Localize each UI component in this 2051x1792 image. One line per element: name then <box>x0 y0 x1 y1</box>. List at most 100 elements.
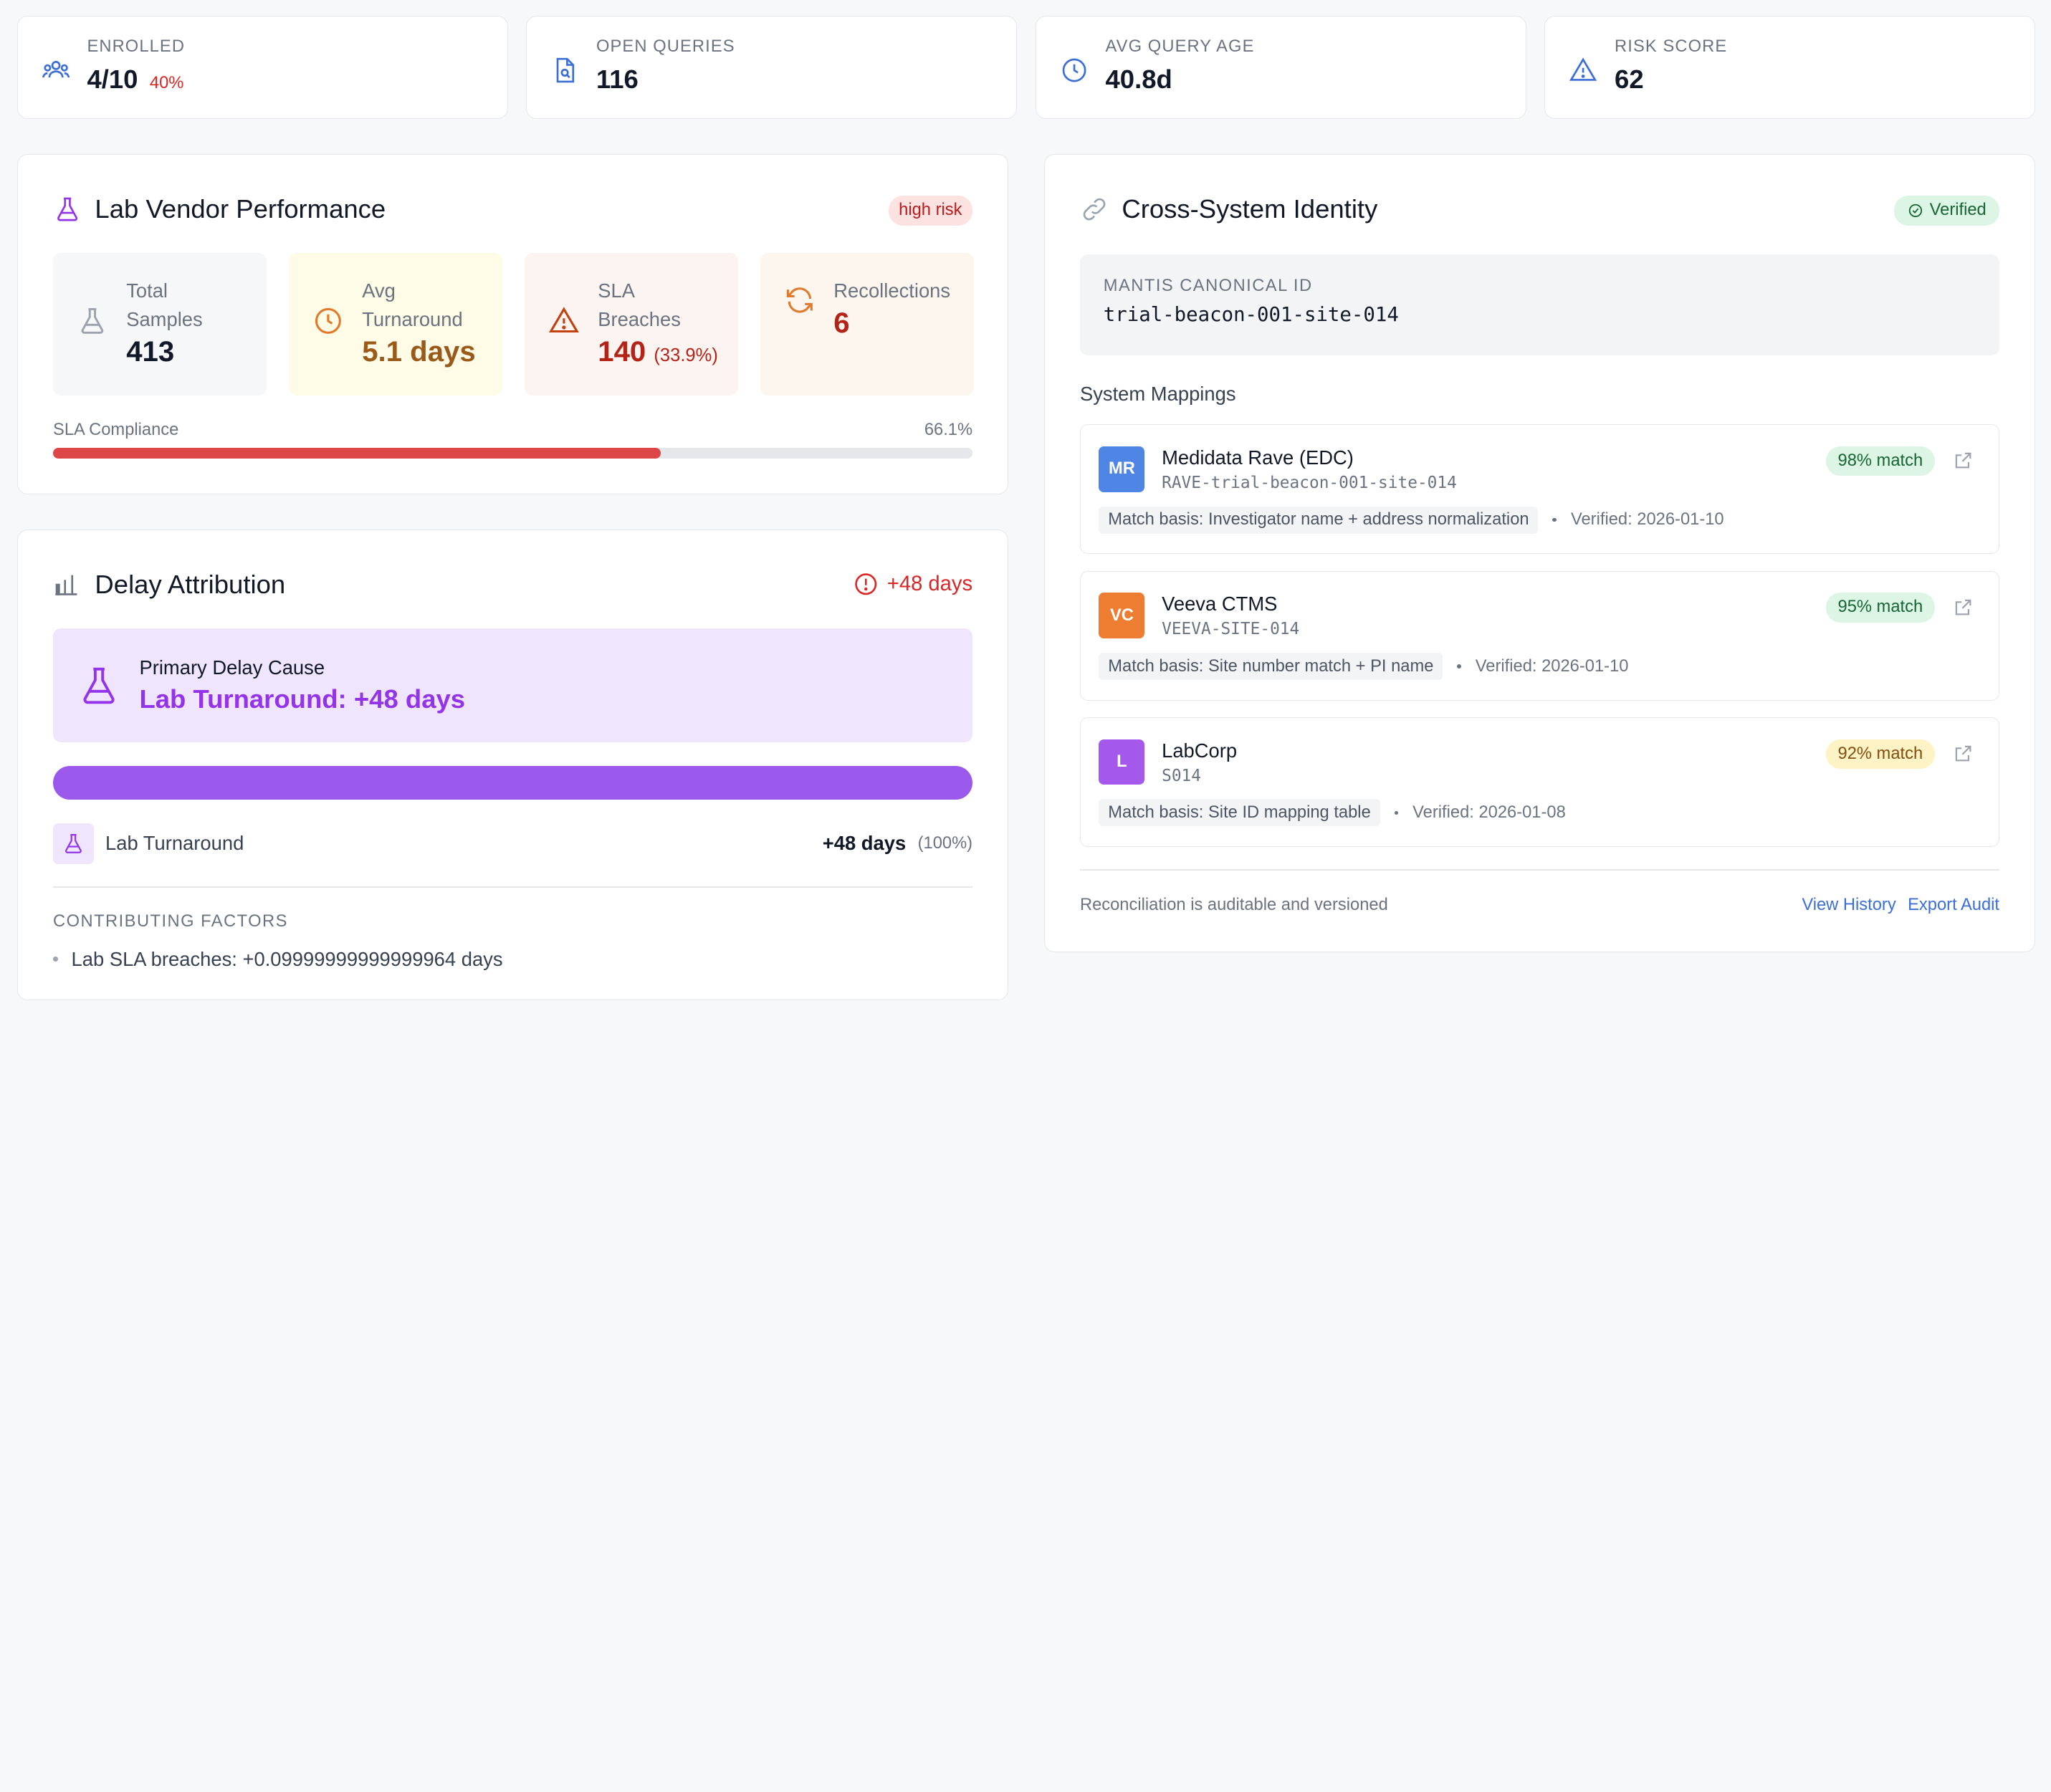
metric-avg-turnaround: Avg Turnaround 5.1 days <box>289 253 503 396</box>
metric-value: 140 <box>598 335 646 368</box>
external-link-icon[interactable] <box>1953 597 1974 618</box>
system-name: LabCorp <box>1162 739 1238 762</box>
stat-card-enrolled: ENROLLED 4/10 40% <box>16 15 508 120</box>
sla-progress-bar <box>53 448 973 459</box>
divider <box>53 886 973 888</box>
refresh-icon <box>786 287 813 313</box>
verified-date: Verified: 2026-01-10 <box>1570 510 1724 530</box>
alert-circle-icon <box>855 573 877 595</box>
stat-card-open-queries: OPEN QUERIES 116 <box>526 15 1018 120</box>
attribution-value: +48 days <box>822 832 907 855</box>
mapping-card-veeva: VC Veeva CTMS VEEVA-SITE-014 95% match M… <box>1079 570 2000 701</box>
system-name: Veeva CTMS <box>1162 593 1278 615</box>
system-avatar: MR <box>1099 446 1145 492</box>
canonical-id-value: trial-beacon-001-site-014 <box>1103 304 1399 327</box>
attribution-percent: (100%) <box>917 833 973 853</box>
match-badge: 98% match <box>1826 446 1935 476</box>
stat-label: ENROLLED <box>87 37 186 57</box>
footer-note: Reconciliation is auditable and versione… <box>1079 895 1388 914</box>
clock-icon <box>315 308 341 335</box>
metric-recollections: Recollections 6 <box>760 253 975 396</box>
stat-label: OPEN QUERIES <box>596 37 735 57</box>
view-history-link[interactable]: View History <box>1802 895 1896 914</box>
match-basis: Match basis: Investigator name + address… <box>1099 506 1539 534</box>
system-name: Medidata Rave (EDC) <box>1162 446 1354 469</box>
stat-card-avg-query-age: AVG QUERY AGE 40.8d <box>1035 15 1526 120</box>
sla-value: 66.1% <box>924 420 973 439</box>
verified-label: Verified <box>1929 201 1987 220</box>
mapping-card-medidata: MR Medidata Rave (EDC) RAVE-trial-beacon… <box>1079 424 2000 555</box>
primary-delay-cause: Primary Delay Cause Lab Turnaround: +48 … <box>53 628 973 742</box>
external-link-icon[interactable] <box>1953 743 1974 764</box>
system-avatar: L <box>1099 739 1145 785</box>
match-badge: 92% match <box>1826 739 1935 770</box>
contributing-factor-text: Lab SLA breaches: +0.09999999999999964 d… <box>71 947 503 970</box>
link-icon <box>1083 198 1106 221</box>
separator-dot <box>1552 517 1557 522</box>
stat-card-risk-score: RISK SCORE 62 <box>1544 15 2036 120</box>
canonical-id-label: MANTIS CANONICAL ID <box>1103 277 1313 296</box>
delay-share-bar <box>53 765 973 800</box>
separator-dot <box>1394 810 1399 815</box>
warning-icon <box>548 307 579 333</box>
match-basis: Match basis: Site ID mapping table <box>1099 799 1380 827</box>
metric-label: Total Samples <box>126 279 203 331</box>
file-search-icon <box>550 56 579 85</box>
flask-icon <box>57 197 78 221</box>
system-id: RAVE-trial-beacon-001-site-014 <box>1162 473 1457 492</box>
delay-attribution-row: Lab Turnaround +48 days (100%) <box>53 823 972 864</box>
metric-value: 6 <box>833 307 850 340</box>
warning-icon <box>1569 56 1597 85</box>
clock-icon <box>1060 56 1089 85</box>
panel-header: Lab Vendor Performance <box>53 194 386 224</box>
system-id: S014 <box>1162 766 1202 785</box>
divider <box>1079 869 2000 871</box>
match-basis: Match basis: Site number match + PI name <box>1099 653 1443 680</box>
stat-cards: ENROLLED 4/10 40% OPEN QUERIES 116 AVG QU… <box>16 15 2036 120</box>
match-badge: 95% match <box>1826 593 1935 623</box>
bar-chart-icon <box>55 575 77 595</box>
contributing-factors-heading: CONTRIBUTING FACTORS <box>53 912 288 931</box>
metric-value: 413 <box>126 335 175 368</box>
stat-subvalue: 40% <box>149 74 184 93</box>
panel-title: Delay Attribution <box>95 570 286 600</box>
system-mappings-heading: System Mappings <box>1079 383 1236 405</box>
verified-badge: Verified <box>1894 195 2000 226</box>
metric-sla-breaches: SLA Breaches 140 (33.9%) <box>525 253 739 396</box>
metric-label: SLA Breaches <box>598 279 681 331</box>
panel-title: Cross-System Identity <box>1122 194 1378 224</box>
system-id: VEEVA-SITE-014 <box>1162 620 1300 639</box>
delay-attribution-panel: Delay Attribution +48 days Primary Delay… <box>16 530 1009 1001</box>
bullet <box>53 956 59 962</box>
sla-label: SLA Compliance <box>53 420 179 439</box>
metric-label: Avg Turnaround <box>362 279 463 331</box>
export-audit-link[interactable]: Export Audit <box>1908 895 2000 914</box>
metric-percent: (33.9%) <box>654 345 718 366</box>
verified-date: Verified: 2026-01-08 <box>1412 802 1566 822</box>
dashboard: ENROLLED 4/10 40% OPEN QUERIES 116 AVG QU… <box>16 15 2036 1001</box>
metric-total-samples: Total Samples 413 <box>53 253 267 396</box>
stat-value: 4/10 <box>87 64 138 95</box>
lab-vendor-panel: Lab Vendor Performance high risk Total S… <box>16 154 1009 494</box>
check-circle-icon <box>1908 203 1922 217</box>
stat-value: 116 <box>596 64 639 95</box>
primary-delay-label: Primary Delay Cause <box>139 656 325 679</box>
delay-total-value: +48 days <box>886 572 973 595</box>
flask-icon <box>64 834 82 853</box>
flask-icon <box>83 667 115 704</box>
canonical-id-box: MANTIS CANONICAL ID trial-beacon-001-sit… <box>1079 254 2000 355</box>
identity-footer: Reconciliation is auditable and versione… <box>1080 896 1999 915</box>
external-link-icon[interactable] <box>1953 450 1974 471</box>
stat-value: 40.8d <box>1105 64 1172 95</box>
system-avatar: VC <box>1099 593 1145 638</box>
cross-system-identity-panel: Cross-System Identity Verified MANTIS CA… <box>1043 154 2036 952</box>
primary-delay-value: Lab Turnaround: +48 days <box>139 684 466 714</box>
flask-chip <box>53 823 94 864</box>
mapping-card-labcorp: L LabCorp S014 92% match Match basis: Si… <box>1079 717 2000 848</box>
users-icon <box>42 56 70 85</box>
delay-total: +48 days <box>853 571 972 598</box>
panel-header: Delay Attribution <box>53 570 285 600</box>
verified-date: Verified: 2026-01-10 <box>1475 656 1629 676</box>
risk-badge: high risk <box>888 195 973 226</box>
separator-dot <box>1457 664 1461 669</box>
